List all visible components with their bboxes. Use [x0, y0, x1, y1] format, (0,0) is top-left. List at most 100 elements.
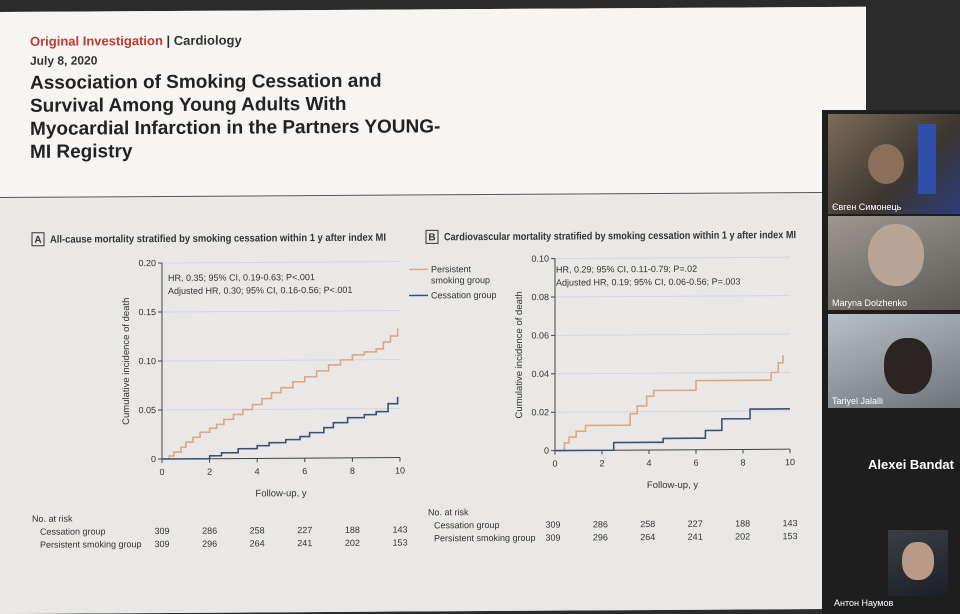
gridline [162, 408, 400, 411]
x-axis-label: Follow-up, y [647, 480, 698, 491]
hazard-ratio-text: Adjusted HR, 0.30; 95% CI, 0.16-0.56; P<… [168, 285, 352, 296]
figure-area: A All-cause mortality stratified by smok… [0, 194, 866, 614]
gridline [555, 295, 790, 298]
panel-b-letter: B [428, 232, 435, 243]
panel-a-plot: 0 0.05 0.10 0.15 0.20 0 2 4 6 8 10 Follow-up, y Cumu… [121, 258, 405, 499]
kicker-separator: | [162, 32, 174, 49]
kicker-specialty: Cardiology [173, 32, 242, 48]
avatar [868, 224, 924, 286]
participant-name: Tariyel Jalalli [832, 396, 884, 406]
y-tick-label: 0.10 [138, 356, 156, 366]
risk-table-cell: 153 [782, 531, 797, 541]
risk-table-cell: 188 [345, 525, 360, 535]
series-line-persistent [555, 355, 784, 452]
panel-a-risk-table: No. at risk Cessation group 309 286 258 227 18… [32, 514, 408, 550]
x-tick-label: 8 [740, 457, 745, 467]
publication-date: July 8, 2020 [30, 53, 98, 68]
figure-svg: A All-cause mortality stratified by smok… [31, 229, 798, 550]
legend-label-persistent-line1: Persistent [431, 264, 472, 274]
risk-table-cell: 264 [250, 538, 265, 548]
participant-name: Антон Наумов [834, 598, 894, 608]
panel-b-risk-table: No. at risk Cessation group 309 286 258 227 18… [428, 507, 798, 543]
article-kicker: Original Investigation | Cardiology [30, 33, 242, 49]
panel-a-title: All-cause mortality stratified by smokin… [50, 232, 386, 246]
y-tick-label: 0.10 [531, 254, 549, 264]
risk-table-cell: 258 [250, 525, 265, 535]
gridline [162, 310, 400, 313]
legend-label-cessation: Cessation group [431, 290, 497, 300]
risk-table-cell: 286 [202, 526, 217, 536]
y-tick-label: 0.06 [531, 330, 549, 340]
series-line-persistent [162, 328, 399, 460]
x-tick-label: 0 [552, 459, 557, 469]
hazard-ratio-text: HR, 0.35; 95% CI, 0.19-0.63; P<.001 [168, 272, 315, 283]
series-line-cessation [555, 408, 790, 452]
x-axis-label: Follow-up, y [255, 488, 306, 499]
panel-b-header: B Cardiovascular mortality stratified by… [425, 229, 796, 244]
y-tick-label: 0 [544, 446, 549, 456]
flag-shape [918, 124, 936, 194]
panel-b-title: Cardiovascular mortality stratified by s… [444, 229, 796, 243]
risk-table-cell: 227 [297, 525, 312, 535]
x-tick-label: 6 [302, 466, 307, 476]
risk-table-cell: 202 [345, 538, 360, 548]
risk-table-cell: 143 [782, 518, 797, 528]
risk-table-cell: 264 [640, 532, 655, 542]
panel-a-label-box [31, 232, 45, 247]
x-tick-label: 10 [785, 457, 795, 467]
hazard-ratio-text: Adjusted HR, 0.19; 95% CI, 0.06-0.56; P=… [556, 276, 740, 287]
article-title: Association of Smoking Cessation and Sur… [30, 70, 441, 163]
risk-table-title: No. at risk [32, 514, 73, 524]
slide-header: Original Investigation | Cardiology July… [0, 6, 866, 199]
risk-table-row-label: Persistent smoking group [40, 539, 142, 550]
kicker-section: Original Investigation [30, 33, 163, 49]
participant-tile[interactable]: Maryna Dolzhenko [828, 216, 960, 310]
panel-b-plot: 0 0.02 0.04 0.06 0.08 0.10 0 2 4 6 8 10 Follow-up, y… [514, 254, 795, 491]
risk-table-cell: 286 [593, 519, 608, 529]
presentation-slide: Original Investigation | Cardiology July… [0, 6, 866, 614]
participant-name: Євген Симонець [832, 202, 902, 212]
gridline [555, 333, 790, 336]
participant-strip: Євген Симонець Maryna Dolzhenko Tariyel … [822, 110, 960, 614]
x-tick-label: 0 [159, 467, 164, 477]
risk-table-cell: 153 [392, 538, 407, 548]
risk-table-cell: 309 [545, 533, 560, 543]
risk-table-cell: 143 [392, 525, 407, 535]
y-axis-label: Cumulative incidence of death [121, 298, 132, 425]
gridline [162, 359, 400, 362]
y-axis-label: Cumulative incidence of death [514, 291, 525, 418]
avatar [902, 542, 934, 580]
y-tick-label: 0.08 [531, 292, 549, 302]
risk-table-cell: 309 [545, 520, 560, 530]
x-tick-label: 10 [395, 466, 405, 476]
x-tick-label: 6 [693, 458, 698, 468]
avatar [884, 338, 932, 394]
risk-table-cell: 296 [202, 539, 217, 549]
panel-b-legend: Persistent smoking group Cessation group [409, 264, 497, 300]
risk-table-cell: 202 [735, 531, 750, 541]
risk-table-cell: 258 [640, 519, 655, 529]
x-tick-label: 2 [207, 467, 212, 477]
y-tick-label: 0.15 [138, 307, 156, 317]
participant-tile[interactable]: Tariyel Jalalli [828, 314, 960, 408]
avatar [868, 144, 904, 184]
gridline [555, 371, 790, 375]
risk-table-cell: 241 [688, 532, 703, 542]
gridline [555, 410, 790, 413]
participant-tile[interactable] [888, 530, 948, 596]
series-line-cessation [162, 396, 399, 460]
gridline [555, 256, 790, 260]
panel-a-header: A All-cause mortality stratified by smok… [31, 232, 386, 247]
risk-table-row-label: Cessation group [434, 520, 500, 530]
risk-table-cell: 296 [593, 532, 608, 542]
panel-a-letter: A [34, 235, 41, 246]
y-tick-label: 0.05 [138, 405, 156, 415]
y-tick-label: 0 [151, 454, 156, 464]
legend-label-persistent-line2: smoking group [431, 275, 490, 285]
participant-tile[interactable]: Євген Симонець [828, 114, 960, 214]
x-tick-label: 4 [646, 458, 651, 468]
x-tick-label: 8 [350, 466, 355, 476]
risk-table-cell: 309 [154, 526, 169, 536]
y-tick-label: 0.02 [531, 407, 549, 417]
